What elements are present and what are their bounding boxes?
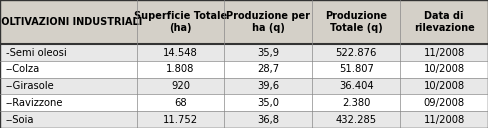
- Text: 09/2008: 09/2008: [424, 98, 465, 108]
- Bar: [400, 61, 488, 78]
- Text: 920: 920: [171, 81, 190, 91]
- Text: 1.808: 1.808: [166, 64, 195, 74]
- Text: 36,8: 36,8: [257, 115, 280, 125]
- Bar: [0, 0, 137, 44]
- Bar: [224, 111, 312, 128]
- Text: 2.380: 2.380: [342, 98, 370, 108]
- Bar: [137, 44, 224, 61]
- Bar: [137, 78, 224, 94]
- Bar: [400, 78, 488, 94]
- Text: Superficie Totale
(ha): Superficie Totale (ha): [134, 11, 227, 33]
- Bar: [312, 111, 400, 128]
- Text: Data di
rilevazione: Data di rilevazione: [414, 11, 474, 33]
- Text: 11/2008: 11/2008: [424, 47, 465, 58]
- Bar: [312, 0, 400, 44]
- Bar: [224, 0, 312, 44]
- Bar: [312, 44, 400, 61]
- Text: 522.876: 522.876: [336, 47, 377, 58]
- Text: 51.807: 51.807: [339, 64, 374, 74]
- Bar: [312, 78, 400, 94]
- Bar: [224, 94, 312, 111]
- Bar: [0, 44, 137, 61]
- Text: --Soia: --Soia: [6, 115, 34, 125]
- Text: --Ravizzone: --Ravizzone: [6, 98, 63, 108]
- Text: --Colza: --Colza: [6, 64, 40, 74]
- Bar: [400, 94, 488, 111]
- Text: 14.548: 14.548: [163, 47, 198, 58]
- Bar: [312, 94, 400, 111]
- Bar: [0, 78, 137, 94]
- Text: 10/2008: 10/2008: [424, 64, 465, 74]
- Bar: [400, 0, 488, 44]
- Bar: [137, 61, 224, 78]
- Bar: [400, 44, 488, 61]
- Bar: [224, 44, 312, 61]
- Text: 39,6: 39,6: [257, 81, 280, 91]
- Bar: [312, 61, 400, 78]
- Bar: [0, 61, 137, 78]
- Bar: [0, 94, 137, 111]
- Text: 36.404: 36.404: [339, 81, 373, 91]
- Text: COLTIVAZIONI INDUSTRIALI: COLTIVAZIONI INDUSTRIALI: [0, 17, 142, 27]
- Text: Produzione per
ha (q): Produzione per ha (q): [226, 11, 310, 33]
- Text: 68: 68: [174, 98, 187, 108]
- Text: --Girasole: --Girasole: [6, 81, 55, 91]
- Text: 432.285: 432.285: [336, 115, 377, 125]
- Bar: [137, 111, 224, 128]
- Bar: [400, 111, 488, 128]
- Bar: [137, 94, 224, 111]
- Bar: [224, 78, 312, 94]
- Text: 11.752: 11.752: [163, 115, 198, 125]
- Text: Produzione
Totale (q): Produzione Totale (q): [325, 11, 387, 33]
- Text: 11/2008: 11/2008: [424, 115, 465, 125]
- Text: 28,7: 28,7: [257, 64, 280, 74]
- Text: 35,0: 35,0: [257, 98, 280, 108]
- Text: 35,9: 35,9: [257, 47, 280, 58]
- Bar: [224, 61, 312, 78]
- Text: -Semi oleosi: -Semi oleosi: [6, 47, 66, 58]
- Text: 10/2008: 10/2008: [424, 81, 465, 91]
- Bar: [137, 0, 224, 44]
- Bar: [0, 111, 137, 128]
